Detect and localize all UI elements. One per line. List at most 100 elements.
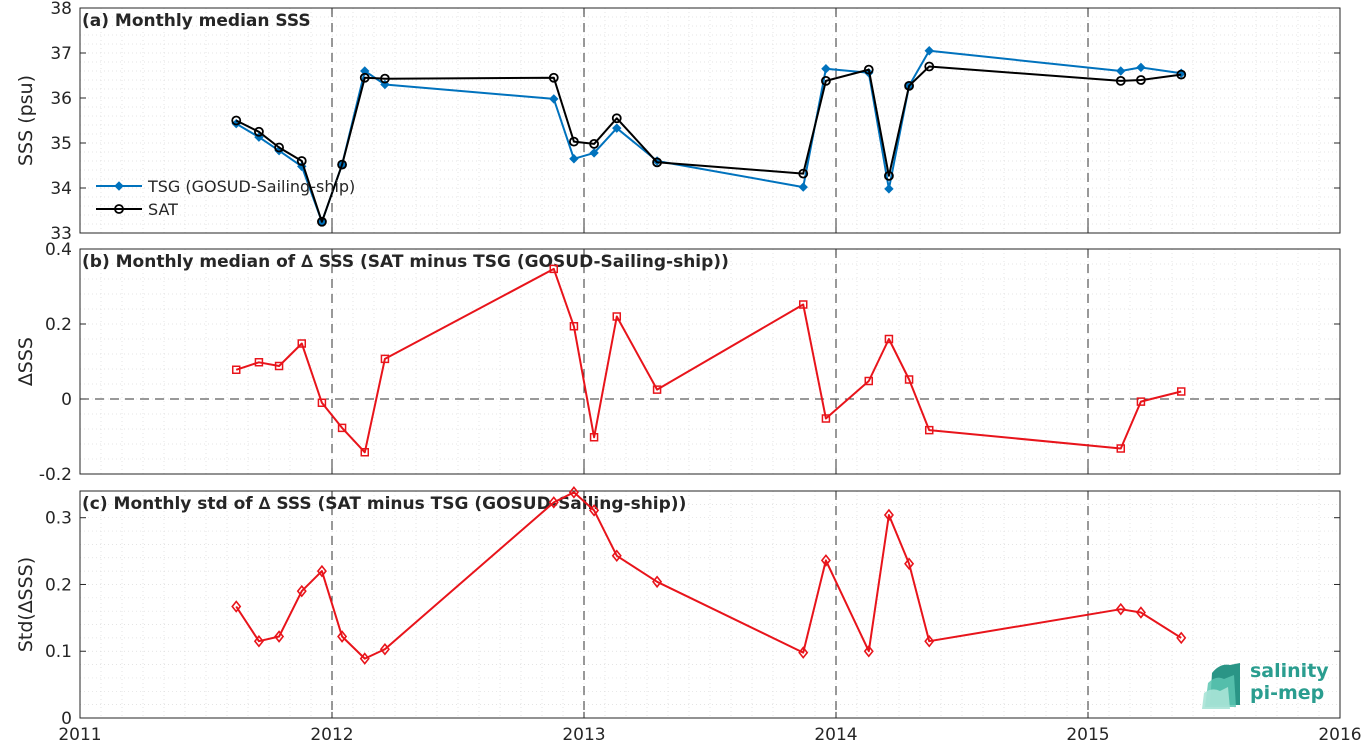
data-point <box>297 339 307 348</box>
data-point <box>884 334 894 344</box>
data-point <box>864 376 874 386</box>
data-point <box>820 554 831 567</box>
data-point <box>548 72 559 83</box>
plot-frame <box>79 7 1341 234</box>
data-point <box>1115 602 1126 616</box>
data-point <box>380 354 390 364</box>
data-point <box>359 72 370 83</box>
panel-c: 0 0.1 0.2 0.3 2011 2012 2013 2014 2015 2016 Std(∆S… <box>15 486 1362 745</box>
data-point <box>924 61 935 72</box>
data-point <box>360 448 370 457</box>
data-point <box>379 642 390 656</box>
data-point <box>1136 75 1146 85</box>
data-point <box>1135 606 1146 619</box>
y-tick-label: 0.2 <box>45 575 72 595</box>
data-point <box>652 157 662 168</box>
data-point <box>589 138 599 149</box>
data-point <box>569 154 579 164</box>
data-point <box>359 652 370 665</box>
data-point <box>231 365 241 374</box>
data-point <box>274 630 285 643</box>
data-point <box>612 123 622 133</box>
data-point <box>589 148 599 158</box>
series-line-delta <box>235 267 1182 454</box>
y-axis-label: Std(∆SSS) <box>15 557 37 652</box>
data-point <box>821 64 831 74</box>
data-point <box>1136 62 1146 73</box>
y-tick-label: 33 <box>50 224 72 244</box>
data-point <box>821 414 831 423</box>
data-point <box>1136 397 1146 406</box>
data-point <box>884 184 894 194</box>
data-point <box>1176 69 1187 80</box>
x-tick-label: 2014 <box>814 725 857 745</box>
data-point <box>1176 387 1186 396</box>
data-point <box>337 159 347 170</box>
data-point <box>296 156 307 166</box>
data-point <box>1176 631 1187 645</box>
data-point <box>798 182 808 192</box>
y-tick-label: 0.1 <box>45 642 72 662</box>
data-point <box>568 486 579 499</box>
data-point <box>863 644 874 658</box>
data-point <box>337 423 347 433</box>
data-point <box>652 575 663 589</box>
data-point <box>798 168 809 179</box>
data-point <box>569 136 579 147</box>
data-point <box>904 80 914 91</box>
legend-marker <box>114 181 124 191</box>
panel-a: 33 34 35 36 37 38 SSS (psu) (a) Monthly median … <box>15 0 1341 244</box>
x-tick-label: 2015 <box>1066 725 1109 745</box>
y-tick-label: 35 <box>50 134 72 154</box>
data-point <box>611 549 622 563</box>
logo-waves-icon: salinity pi-mep <box>1202 660 1329 709</box>
data-point <box>569 322 579 331</box>
y-axis-label: SSS (psu) <box>15 75 37 166</box>
data-point <box>612 312 622 321</box>
data-point <box>924 425 934 435</box>
data-point <box>611 113 622 124</box>
data-point <box>549 94 559 104</box>
data-point <box>360 66 370 76</box>
panel-title: (c) Monthly std of ∆ SSS (SAT minus TSG … <box>82 494 686 514</box>
data-point <box>589 433 599 442</box>
y-tick-label: 0 <box>61 390 72 410</box>
data-point <box>254 358 264 367</box>
plot-frame <box>79 248 1341 475</box>
plot-frame <box>79 490 1341 719</box>
y-tick-label: 0 <box>61 709 72 729</box>
data-point <box>589 504 600 517</box>
data-point <box>924 46 934 56</box>
logo-line1: salinity <box>1250 660 1329 682</box>
panel-title: (a) Monthly median SSS <box>82 11 311 31</box>
data-point <box>254 126 264 137</box>
data-point <box>798 646 809 659</box>
data-point <box>317 216 327 227</box>
panel-b: -0.2 0 0.2 0.4 ∆SSS (b) Monthly median of ∆ S… <box>15 240 1341 485</box>
data-point <box>1116 444 1126 453</box>
panel-title: (b) Monthly median of ∆ SSS (SAT minus T… <box>82 252 729 272</box>
data-point <box>549 264 559 274</box>
y-tick-label: 0.2 <box>45 315 72 335</box>
x-tick-label: 2016 <box>1318 725 1361 745</box>
data-point <box>231 600 242 613</box>
data-point <box>904 557 915 571</box>
data-point <box>924 634 935 648</box>
x-tick-label: 2011 <box>58 725 101 745</box>
legend: TSG (GOSUD-Sailing-ship) SAT <box>96 177 355 219</box>
data-point <box>821 76 831 86</box>
y-tick-label: 0.4 <box>45 240 72 260</box>
salinity-pi-mep-logo: salinity pi-mep <box>1200 655 1340 710</box>
data-point <box>904 375 914 384</box>
data-point <box>296 584 307 598</box>
data-point <box>231 115 242 126</box>
x-tick-label: 2013 <box>562 725 605 745</box>
y-tick-label: 0.3 <box>45 509 72 529</box>
data-point <box>337 630 348 643</box>
y-tick-label: 34 <box>50 179 72 199</box>
data-point <box>652 385 662 394</box>
data-point <box>316 564 327 578</box>
data-point <box>1115 76 1126 86</box>
data-point <box>253 634 264 648</box>
data-point <box>274 361 284 371</box>
